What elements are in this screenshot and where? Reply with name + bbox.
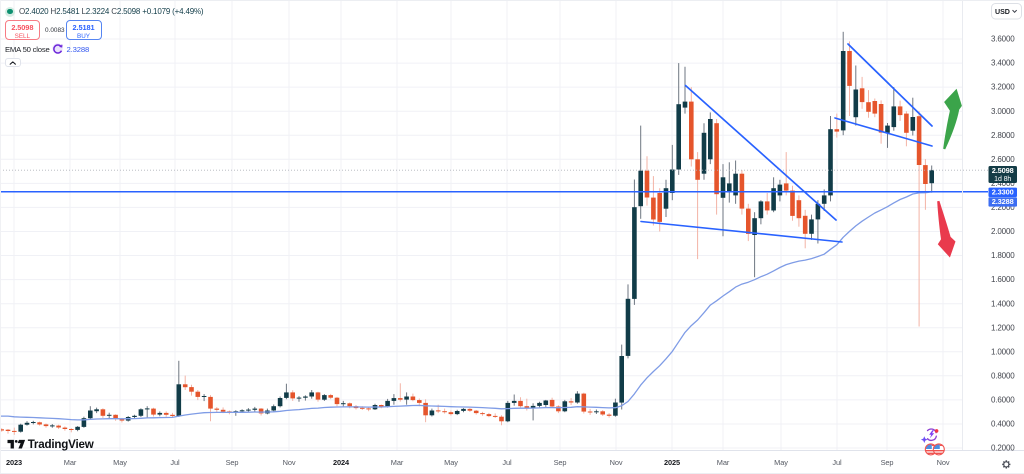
svg-text:Nov: Nov (937, 458, 950, 467)
svg-text:0.4000: 0.4000 (991, 420, 1015, 429)
svg-text:Jul: Jul (832, 458, 842, 467)
svg-text:2.8000: 2.8000 (991, 131, 1015, 140)
svg-text:Sep: Sep (881, 458, 894, 467)
svg-text:Jul: Jul (170, 458, 180, 467)
svg-text:May: May (113, 458, 127, 467)
svg-text:May: May (444, 458, 458, 467)
svg-text:2.6000: 2.6000 (991, 155, 1015, 164)
svg-text:Sep: Sep (226, 458, 239, 467)
svg-text:0.2000: 0.2000 (991, 444, 1015, 453)
svg-text:1.0000: 1.0000 (991, 347, 1015, 356)
svg-text:2025: 2025 (664, 458, 680, 467)
svg-text:USD: USD (995, 8, 1010, 16)
svg-text:1.2000: 1.2000 (991, 323, 1015, 332)
svg-text:May: May (774, 458, 788, 467)
svg-text:2024: 2024 (333, 458, 350, 467)
svg-text:0.8000: 0.8000 (991, 371, 1015, 380)
svg-text:Jul: Jul (502, 458, 512, 467)
svg-text:Mar: Mar (717, 458, 730, 467)
svg-text:2.3288: 2.3288 (992, 197, 1014, 206)
svg-text:2023: 2023 (6, 458, 22, 467)
svg-text:1.6000: 1.6000 (991, 275, 1015, 284)
svg-text:Nov: Nov (283, 458, 296, 467)
svg-text:1.4000: 1.4000 (991, 299, 1015, 308)
svg-text:Mar: Mar (391, 458, 404, 467)
svg-text:2.0000: 2.0000 (991, 227, 1015, 236)
svg-text:3.4000: 3.4000 (991, 59, 1015, 68)
svg-text:2.3300: 2.3300 (992, 188, 1014, 197)
svg-text:3.6000: 3.6000 (991, 35, 1015, 44)
svg-text:2.4000: 2.4000 (991, 179, 1015, 188)
svg-text:Mar: Mar (64, 458, 77, 467)
svg-text:3.0000: 3.0000 (991, 107, 1015, 116)
svg-text:1d 8h: 1d 8h (994, 176, 1011, 183)
svg-text:TradingView: TradingView (28, 438, 95, 451)
svg-text:1.8000: 1.8000 (991, 251, 1015, 260)
svg-text:2.2000: 2.2000 (991, 203, 1015, 212)
svg-text:Nov: Nov (610, 458, 623, 467)
svg-text:0.6000: 0.6000 (991, 396, 1015, 405)
svg-text:3.2000: 3.2000 (991, 83, 1015, 92)
svg-text:Sep: Sep (554, 458, 567, 467)
svg-text:2.5098: 2.5098 (992, 166, 1014, 175)
